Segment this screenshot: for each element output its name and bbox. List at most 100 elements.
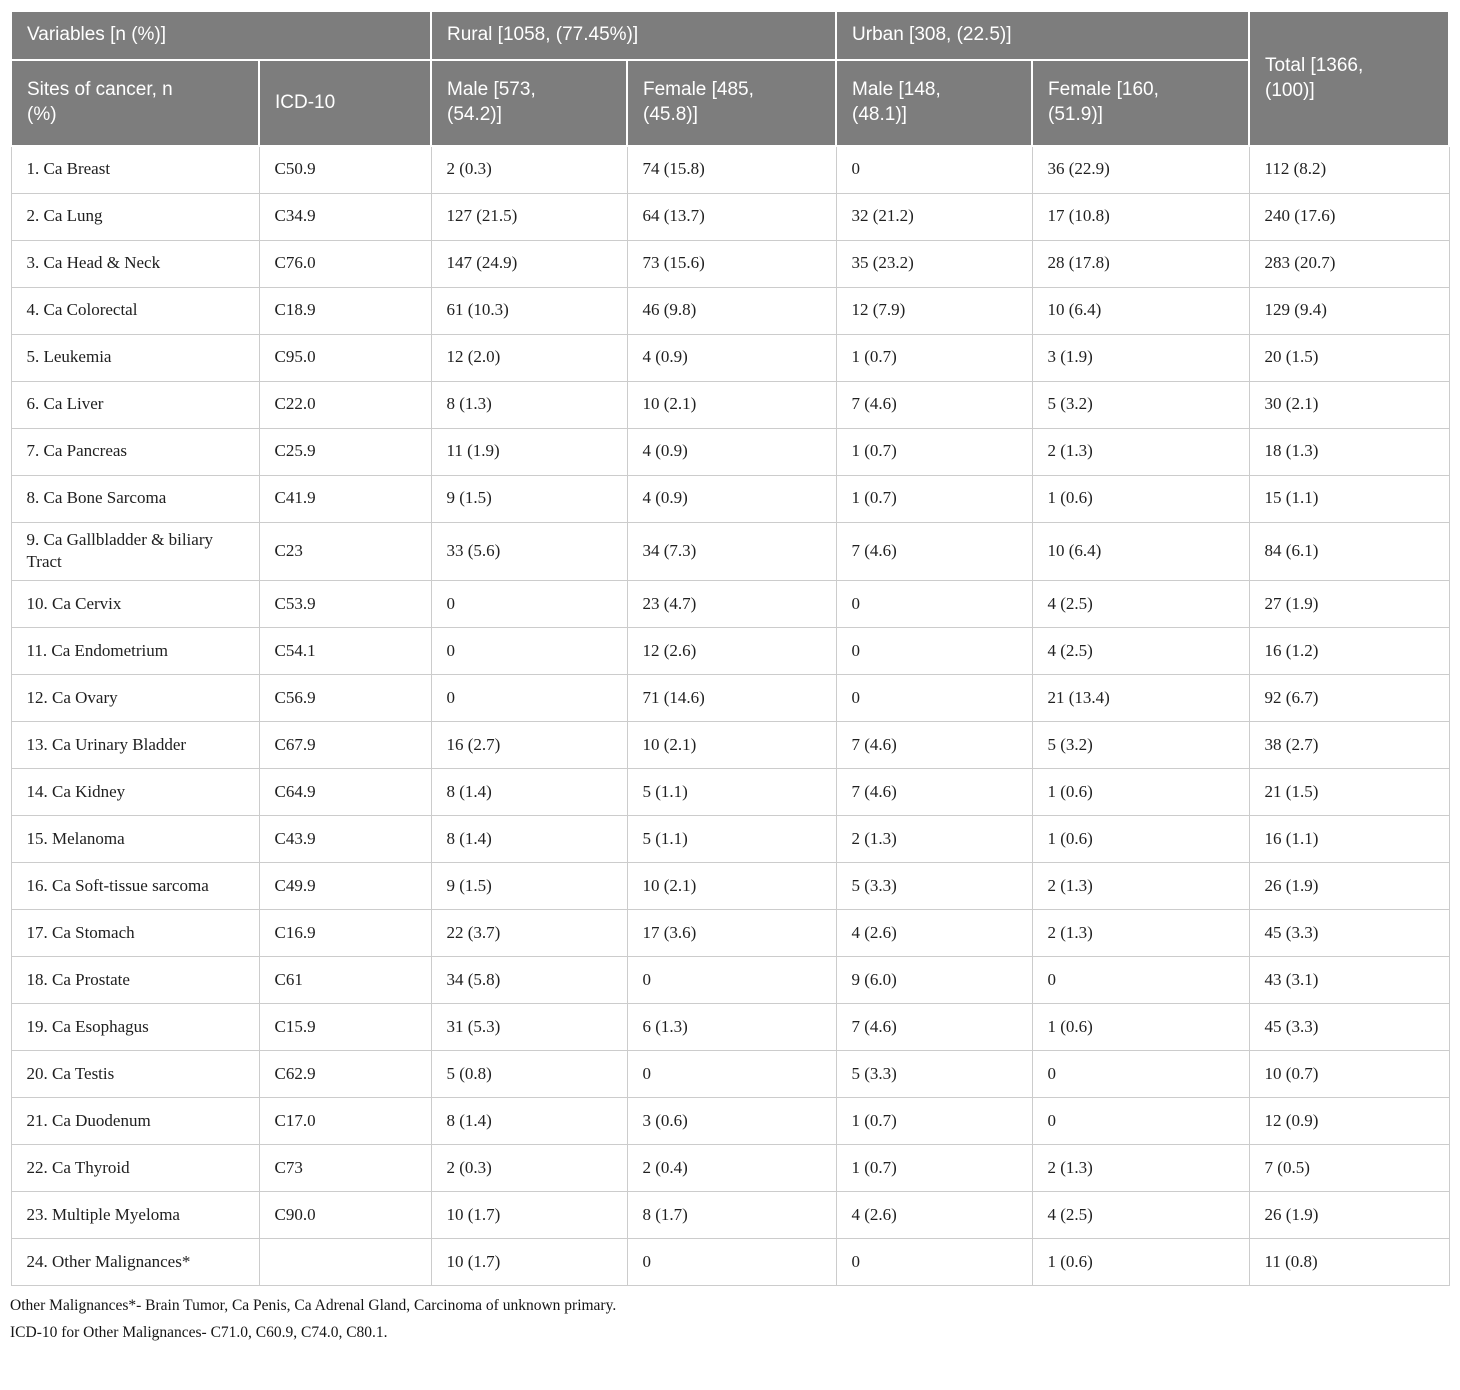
- cell-icd10: C15.9: [258, 1003, 432, 1052]
- cell-total: 10 (0.7): [1248, 1050, 1450, 1099]
- cell-urban-male: 1 (0.7): [835, 1144, 1033, 1193]
- cell-icd10: C18.9: [258, 286, 432, 335]
- cell-site: 6. Ca Liver: [10, 380, 260, 429]
- cell-site: 22. Ca Thyroid: [10, 1144, 260, 1193]
- cell-total: 16 (1.1): [1248, 815, 1450, 864]
- cell-rural-male: 8 (1.4): [430, 815, 628, 864]
- cell-rural-female: 0: [626, 956, 837, 1005]
- cell-urban-male: 1 (0.7): [835, 474, 1033, 523]
- cell-rural-female: 46 (9.8): [626, 286, 837, 335]
- cell-urban-male: 1 (0.7): [835, 427, 1033, 476]
- cell-icd10: C41.9: [258, 474, 432, 523]
- cell-icd10: [258, 1238, 432, 1287]
- table-row: 5. Leukemia C95.0 12 (2.0) 4 (0.9) 1 (0.7) 3 …: [10, 333, 1450, 382]
- cell-total: 7 (0.5): [1248, 1144, 1450, 1193]
- cell-rural-female: 10 (2.1): [626, 721, 837, 770]
- table-row: 21. Ca Duodenum C17.0 8 (1.4) 3 (0.6) 1 (0.7…: [10, 1097, 1450, 1146]
- cell-rural-female: 0: [626, 1238, 837, 1287]
- cell-urban-male: 7 (4.6): [835, 521, 1033, 582]
- cell-urban-male: 9 (6.0): [835, 956, 1033, 1005]
- cell-urban-female: 10 (6.4): [1031, 521, 1250, 582]
- cell-urban-male: 7 (4.6): [835, 1003, 1033, 1052]
- cell-icd10: C50.9: [258, 145, 432, 194]
- cell-urban-male: 4 (2.6): [835, 1191, 1033, 1240]
- footnote-icd10-codes: ICD-10 for Other Malignances- C71.0, C60…: [10, 1324, 388, 1342]
- header-urban-group: Urban [308, (22.5)]: [835, 10, 1251, 61]
- cell-urban-female: 3 (1.9): [1031, 333, 1250, 382]
- table-row: 23. Multiple Myeloma C90.0 10 (1.7) 8 (1.7)…: [10, 1191, 1450, 1240]
- cell-rural-female: 4 (0.9): [626, 474, 837, 523]
- cell-total: 112 (8.2): [1248, 145, 1450, 194]
- cell-icd10: C49.9: [258, 862, 432, 911]
- cell-icd10: C53.9: [258, 580, 432, 629]
- cell-total: 30 (2.1): [1248, 380, 1450, 429]
- table-row: 16. Ca Soft-tissue sarcoma C49.9 9 (1.5) 10…: [10, 862, 1450, 911]
- cell-rural-male: 8 (1.4): [430, 1097, 628, 1146]
- cell-rural-female: 12 (2.6): [626, 627, 837, 676]
- header-row-columns: Sites of cancer, n (%) ICD-10 Male [573,…: [10, 59, 1449, 147]
- cell-site: 10. Ca Cervix: [10, 580, 260, 629]
- cell-rural-male: 33 (5.6): [430, 521, 628, 582]
- cell-site: 11. Ca Endometrium: [10, 627, 260, 676]
- table-row: 7. Ca Pancreas C25.9 11 (1.9) 4 (0.9) 1 (0.7…: [10, 427, 1450, 476]
- header-icd10: ICD-10: [258, 59, 432, 147]
- cell-urban-female: 10 (6.4): [1031, 286, 1250, 335]
- cell-rural-male: 2 (0.3): [430, 1144, 628, 1193]
- cell-total: 21 (1.5): [1248, 768, 1450, 817]
- cell-icd10: C56.9: [258, 674, 432, 723]
- cell-icd10: C54.1: [258, 627, 432, 676]
- cell-urban-male: 7 (4.6): [835, 721, 1033, 770]
- table-row: 9. Ca Gallbladder & biliary Tract C23 33 (…: [10, 521, 1450, 582]
- table-row: 12. Ca Ovary C56.9 0 71 (14.6) 0 21 (13.4) 92 …: [10, 674, 1450, 723]
- cell-icd10: C64.9: [258, 768, 432, 817]
- cell-urban-female: 28 (17.8): [1031, 239, 1250, 288]
- cell-urban-male: 5 (3.3): [835, 1050, 1033, 1099]
- cell-urban-female: 1 (0.6): [1031, 768, 1250, 817]
- cell-urban-female: 4 (2.5): [1031, 1191, 1250, 1240]
- table-row: 6. Ca Liver C22.0 8 (1.3) 10 (2.1) 7 (4.6) 5 …: [10, 380, 1450, 429]
- cell-rural-male: 147 (24.9): [430, 239, 628, 288]
- table-row: 13. Ca Urinary Bladder C67.9 16 (2.7) 10 (2…: [10, 721, 1450, 770]
- cell-rural-female: 3 (0.6): [626, 1097, 837, 1146]
- cell-total: 84 (6.1): [1248, 521, 1450, 582]
- cell-site: 24. Other Malignances*: [10, 1238, 260, 1287]
- cell-icd10: C17.0: [258, 1097, 432, 1146]
- table-row: 4. Ca Colorectal C18.9 61 (10.3) 46 (9.8) 12…: [10, 286, 1450, 335]
- table-row: 11. Ca Endometrium C54.1 0 12 (2.6) 0 4 (2.5)…: [10, 627, 1450, 676]
- cell-urban-male: 0: [835, 627, 1033, 676]
- header-sites-of-cancer: Sites of cancer, n (%): [10, 59, 260, 147]
- header-rural-male: Male [573, (54.2)]: [430, 59, 628, 147]
- header-rural-female: Female [485, (45.8)]: [625, 59, 838, 147]
- cell-site: 8. Ca Bone Sarcoma: [10, 474, 260, 523]
- cell-urban-male: 12 (7.9): [835, 286, 1033, 335]
- cell-site: 9. Ca Gallbladder & biliary Tract: [10, 521, 260, 582]
- cell-rural-female: 23 (4.7): [626, 580, 837, 629]
- cell-urban-male: 0: [835, 580, 1033, 629]
- cell-rural-male: 127 (21.5): [430, 192, 628, 241]
- cell-site: 2. Ca Lung: [10, 192, 260, 241]
- cell-site: 19. Ca Esophagus: [10, 1003, 260, 1052]
- cell-urban-female: 0: [1031, 1050, 1250, 1099]
- cell-rural-female: 5 (1.1): [626, 815, 837, 864]
- cell-rural-female: 74 (15.8): [626, 145, 837, 194]
- cell-icd10: C62.9: [258, 1050, 432, 1099]
- cell-rural-female: 8 (1.7): [626, 1191, 837, 1240]
- cell-rural-male: 8 (1.3): [430, 380, 628, 429]
- table-row: 15. Melanoma C43.9 8 (1.4) 5 (1.1) 2 (1.3) 1 …: [10, 815, 1450, 864]
- cell-site: 17. Ca Stomach: [10, 909, 260, 958]
- cell-rural-male: 16 (2.7): [430, 721, 628, 770]
- header-variables: Variables [n (%)]: [10, 10, 432, 61]
- cell-urban-male: 5 (3.3): [835, 862, 1033, 911]
- cell-urban-female: 4 (2.5): [1031, 580, 1250, 629]
- cell-rural-female: 64 (13.7): [626, 192, 837, 241]
- cell-total: 240 (17.6): [1248, 192, 1450, 241]
- cell-rural-female: 71 (14.6): [626, 674, 837, 723]
- cell-rural-male: 11 (1.9): [430, 427, 628, 476]
- cell-icd10: C34.9: [258, 192, 432, 241]
- cell-urban-female: 17 (10.8): [1031, 192, 1250, 241]
- cell-rural-female: 10 (2.1): [626, 862, 837, 911]
- cell-site: 4. Ca Colorectal: [10, 286, 260, 335]
- cell-rural-male: 61 (10.3): [430, 286, 628, 335]
- cell-urban-male: 0: [835, 674, 1033, 723]
- cell-site: 16. Ca Soft-tissue sarcoma: [10, 862, 260, 911]
